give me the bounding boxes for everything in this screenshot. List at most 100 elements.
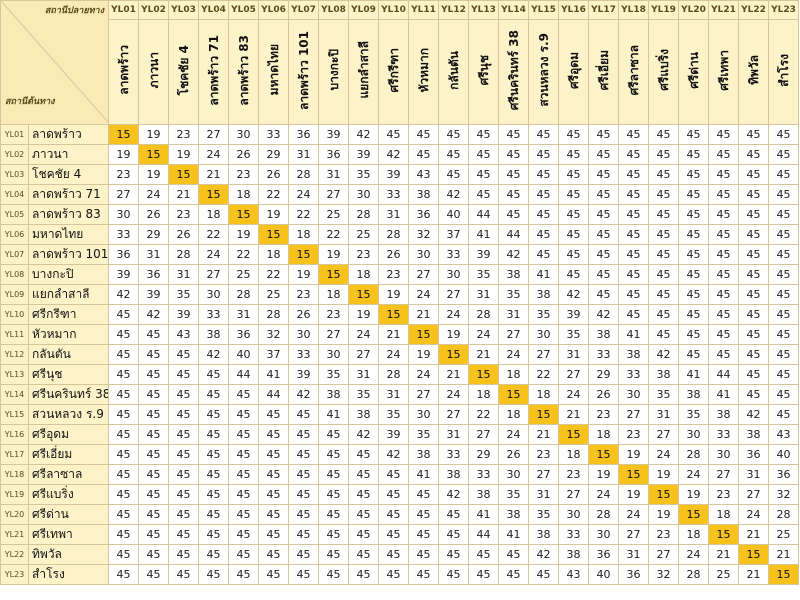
fare-cell: 38	[318, 384, 349, 405]
fare-cell: 45	[528, 204, 559, 225]
table-row: YL15 สวนหลวง ร.9 45 45 45 45 45 45 45 41 38 35 30 27 2…	[0, 404, 799, 425]
fare-cell: 40	[588, 564, 619, 585]
fare-cell-same-station: 15	[768, 564, 799, 585]
fare-cell: 22	[198, 224, 229, 245]
fare-cell: 18	[528, 384, 559, 405]
fare-cell: 21	[768, 544, 799, 565]
fare-cell-same-station: 15	[618, 464, 649, 485]
fare-cell: 45	[738, 384, 769, 405]
fare-cell: 45	[708, 324, 739, 345]
fare-cell: 39	[138, 284, 169, 305]
fare-cell: 45	[258, 524, 289, 545]
fare-cell: 36	[228, 324, 259, 345]
fare-cell: 22	[288, 204, 319, 225]
column-station-name: ลาดพร้าว 83	[237, 34, 251, 106]
fare-cell: 26	[498, 444, 529, 465]
row-station-code: YL07	[0, 244, 29, 265]
fare-cell: 30	[318, 344, 349, 365]
fare-cell: 30	[498, 464, 529, 485]
fare-cell: 45	[738, 264, 769, 285]
fare-cell: 23	[108, 164, 139, 185]
fare-cell: 45	[678, 144, 709, 165]
diagonal-divider	[1, 1, 108, 123]
row-station-name: โชคชัย 4	[28, 164, 109, 185]
fare-cell: 45	[648, 124, 679, 145]
column-station-code: YL18	[618, 0, 649, 20]
fare-cell-same-station: 15	[108, 124, 139, 145]
fare-cell: 45	[108, 444, 139, 465]
fare-cell: 33	[708, 424, 739, 445]
fare-cell: 45	[738, 344, 769, 365]
column-station-code: YL23	[768, 0, 799, 20]
fare-cell: 45	[708, 144, 739, 165]
fare-cell: 31	[618, 544, 649, 565]
fare-cell: 45	[108, 564, 139, 585]
fare-cell: 45	[258, 544, 289, 565]
fare-cell-same-station: 15	[168, 164, 199, 185]
fare-cell: 45	[138, 544, 169, 565]
fare-cell: 32	[258, 324, 289, 345]
fare-cell: 45	[708, 304, 739, 325]
fare-cell: 45	[408, 524, 439, 545]
fare-cell-same-station: 15	[408, 324, 439, 345]
fare-cell: 45	[678, 204, 709, 225]
fare-cell: 45	[108, 524, 139, 545]
fare-cell-same-station: 15	[138, 144, 169, 165]
row-station-name: ทิพวัล	[28, 544, 109, 565]
fare-cell: 45	[108, 324, 139, 345]
column-station-name-cell: ศรีแบริ่ง	[648, 19, 679, 125]
table-row: YL21 ศรีเทพา 45 45 45 45 45 45 45 45 45 45 45 45 44 41 3…	[0, 524, 799, 545]
table-row: YL20 ศรีด่าน 45 45 45 45 45 45 45 45 45 45 45 45 41 38 3…	[0, 504, 799, 525]
fare-cell: 45	[738, 284, 769, 305]
row-station-name: ศรีเอี่ยม	[28, 444, 109, 465]
fare-cell: 30	[108, 204, 139, 225]
table-row: YL08 บางกะปิ 39 36 31 27 25 22 19 15 18 23 27 30 35 38 4…	[0, 264, 799, 285]
fare-cell: 45	[708, 184, 739, 205]
fare-cell: 45	[228, 524, 259, 545]
fare-cell: 24	[408, 364, 439, 385]
fare-cell: 31	[168, 264, 199, 285]
fare-cell: 45	[198, 544, 229, 565]
fare-cell: 36	[408, 204, 439, 225]
fare-cell: 28	[678, 444, 709, 465]
fare-cell: 27	[318, 184, 349, 205]
fare-cell: 45	[768, 124, 799, 145]
column-station-name-cell: แยกลำสาลี	[348, 19, 379, 125]
fare-cell: 45	[288, 504, 319, 525]
column-station-name-cell: ศรีลาซาล	[618, 19, 649, 125]
fare-cell: 21	[738, 524, 769, 545]
fare-cell: 45	[558, 244, 589, 265]
fare-cell: 45	[228, 404, 259, 425]
fare-cell: 41	[528, 264, 559, 285]
fare-cell: 43	[768, 424, 799, 445]
row-station-name: ลาดพร้าว	[28, 124, 109, 145]
fare-cell: 45	[768, 224, 799, 245]
row-station-name: หัวหมาก	[28, 324, 109, 345]
fare-cell: 33	[468, 464, 499, 485]
fare-cell: 41	[618, 324, 649, 345]
fare-cell: 45	[408, 504, 439, 525]
column-station-name: สำโรง	[777, 53, 791, 87]
fare-cell: 45	[678, 164, 709, 185]
fare-cell: 45	[438, 504, 469, 525]
column-station-name-cell: โชคชัย 4	[168, 19, 199, 125]
fare-cell: 45	[468, 124, 499, 145]
fare-cell: 45	[288, 544, 319, 565]
fare-cell: 19	[678, 484, 709, 505]
fare-cell: 33	[618, 364, 649, 385]
fare-cell: 22	[258, 264, 289, 285]
row-station-name: ศรีเทพา	[28, 524, 109, 545]
column-station-name: แยกลำสาลี	[357, 41, 371, 99]
column-station-name: ลาดพร้าว	[117, 45, 131, 95]
fare-cell: 28	[378, 224, 409, 245]
table-row: YL10 ศรีกรีฑา 45 42 39 33 31 28 26 23 19 15 21 24 28 31…	[0, 304, 799, 325]
fare-cell: 45	[678, 244, 709, 265]
fare-cell: 45	[468, 544, 499, 565]
fare-cell: 42	[378, 444, 409, 465]
fare-cell: 45	[228, 504, 259, 525]
fare-cell: 45	[648, 204, 679, 225]
fare-cell: 39	[348, 144, 379, 165]
fare-cell: 21	[708, 544, 739, 565]
fare-table: สถานีปลายทาง สถานีต้นทาง YL01 YL02 YL03 YL0…	[0, 0, 799, 585]
fare-cell: 45	[708, 344, 739, 365]
